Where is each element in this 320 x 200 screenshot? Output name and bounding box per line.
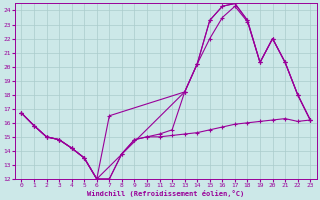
X-axis label: Windchill (Refroidissement éolien,°C): Windchill (Refroidissement éolien,°C) (87, 190, 244, 197)
